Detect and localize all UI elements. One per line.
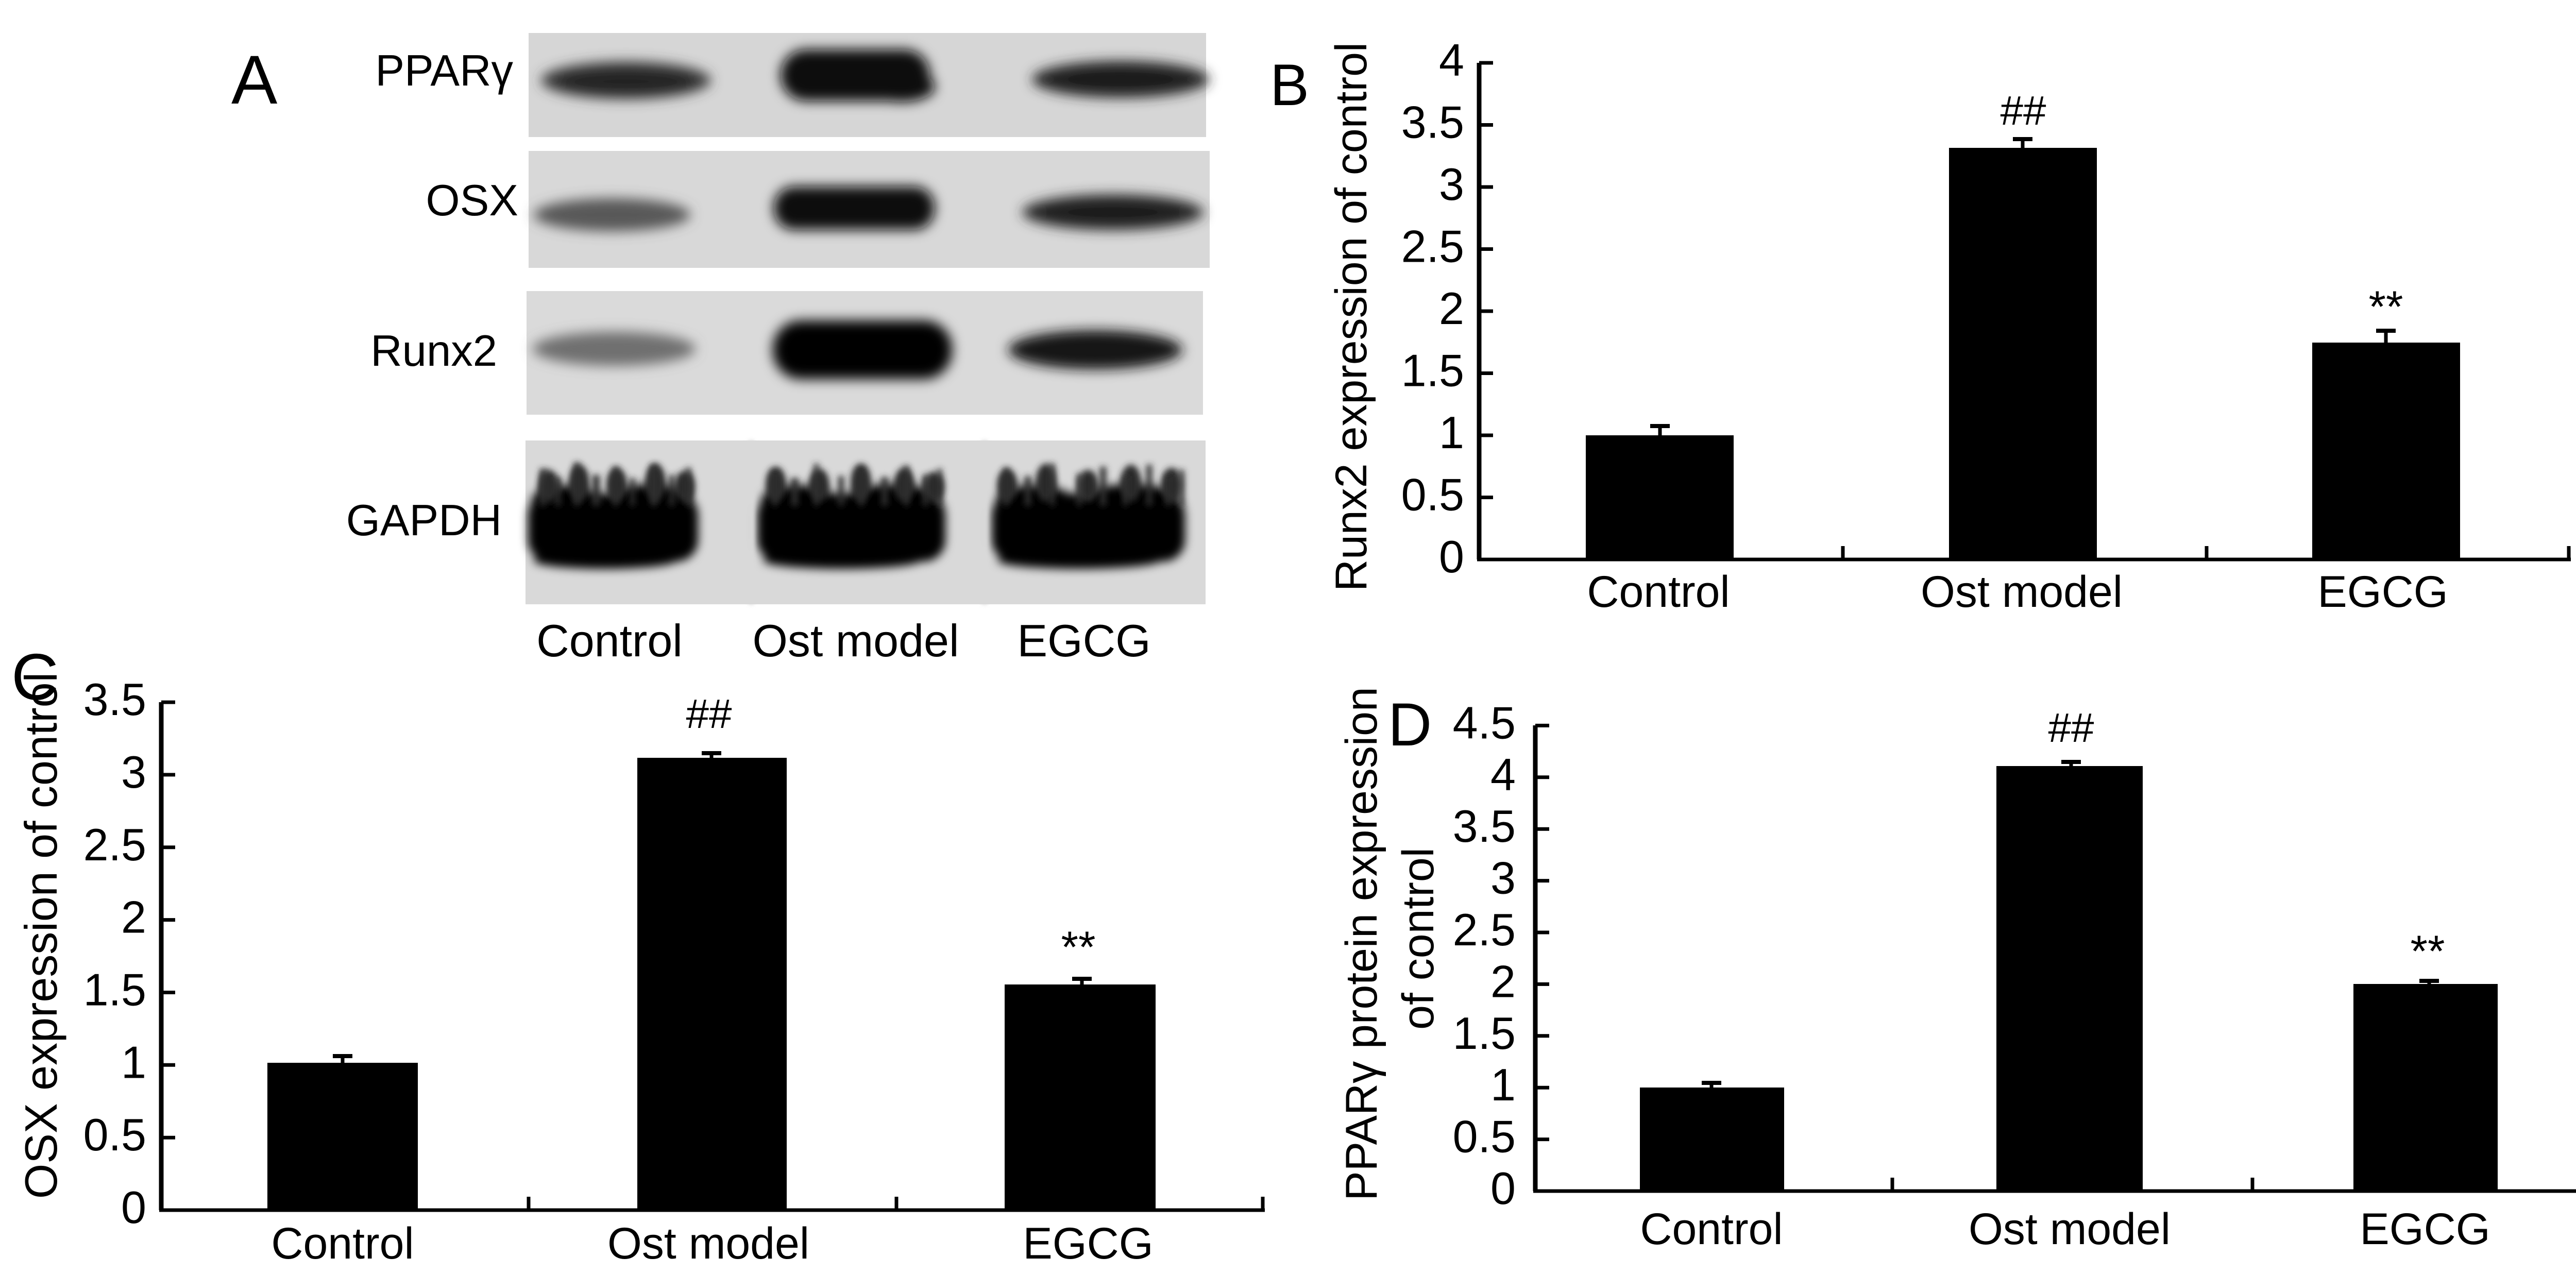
svg-text:2.5: 2.5 <box>1401 221 1464 272</box>
svg-text:EGCG: EGCG <box>2360 1204 2490 1254</box>
svg-text:0: 0 <box>1490 1163 1516 1214</box>
svg-text:Control: Control <box>271 1219 414 1268</box>
svg-text:Control: Control <box>536 615 683 666</box>
svg-text:1: 1 <box>1439 407 1464 458</box>
svg-text:0.5: 0.5 <box>1401 469 1464 520</box>
svg-text:3: 3 <box>1490 853 1516 904</box>
svg-text:PPARγ protein expression: PPARγ protein expression <box>1337 687 1386 1200</box>
svg-text:Ost model: Ost model <box>752 615 959 666</box>
svg-text:3.5: 3.5 <box>1401 97 1464 148</box>
svg-text:D: D <box>1388 691 1432 759</box>
svg-text:2.5: 2.5 <box>83 819 146 870</box>
svg-text:1.5: 1.5 <box>1453 1008 1516 1059</box>
svg-text:4: 4 <box>1490 749 1516 800</box>
svg-text:2: 2 <box>1439 283 1464 334</box>
svg-text:**: ** <box>2411 927 2445 976</box>
svg-text:##: ## <box>2001 88 2046 133</box>
svg-text:of control: of control <box>1394 847 1443 1030</box>
svg-text:Ost model: Ost model <box>607 1219 809 1268</box>
svg-text:EGCG: EGCG <box>1017 615 1150 666</box>
svg-text:1.5: 1.5 <box>83 964 146 1015</box>
svg-text:1: 1 <box>1490 1059 1516 1110</box>
svg-text:0.5: 0.5 <box>1453 1111 1516 1162</box>
svg-text:C: C <box>11 640 59 714</box>
svg-text:3: 3 <box>1439 159 1464 210</box>
svg-text:1.5: 1.5 <box>1401 345 1464 396</box>
svg-text:GAPDH: GAPDH <box>346 496 502 545</box>
svg-text:0: 0 <box>1439 531 1464 582</box>
svg-text:0.5: 0.5 <box>83 1109 146 1160</box>
svg-text:A: A <box>231 42 278 118</box>
svg-text:3.5: 3.5 <box>83 674 146 725</box>
svg-text:B: B <box>1270 53 1309 118</box>
svg-text:**: ** <box>2369 282 2403 332</box>
svg-text:PPARγ: PPARγ <box>375 46 513 95</box>
svg-text:**: ** <box>1061 923 1096 972</box>
svg-text:##: ## <box>686 691 732 737</box>
svg-text:4: 4 <box>1439 35 1464 86</box>
svg-text:2.5: 2.5 <box>1453 904 1516 955</box>
svg-text:Ost model: Ost model <box>1969 1204 2171 1254</box>
svg-text:##: ## <box>2048 705 2094 751</box>
svg-text:1: 1 <box>121 1037 146 1088</box>
svg-text:EGCG: EGCG <box>2317 567 2448 617</box>
svg-text:EGCG: EGCG <box>1023 1219 1153 1268</box>
svg-text:Ost model: Ost model <box>1921 567 2123 617</box>
svg-text:0: 0 <box>121 1182 146 1233</box>
svg-text:3.5: 3.5 <box>1453 801 1516 852</box>
svg-text:Control: Control <box>1587 567 1730 617</box>
svg-text:3: 3 <box>121 746 146 797</box>
svg-text:Runx2: Runx2 <box>370 327 497 376</box>
svg-text:Runx2 expression of control: Runx2 expression of control <box>1327 42 1376 591</box>
svg-text:2: 2 <box>1490 956 1516 1007</box>
svg-text:2: 2 <box>121 892 146 943</box>
svg-text:OSX expression of control: OSX expression of control <box>15 672 66 1199</box>
svg-text:4.5: 4.5 <box>1453 697 1516 748</box>
svg-text:OSX: OSX <box>426 176 518 225</box>
svg-text:Control: Control <box>1640 1204 1783 1254</box>
